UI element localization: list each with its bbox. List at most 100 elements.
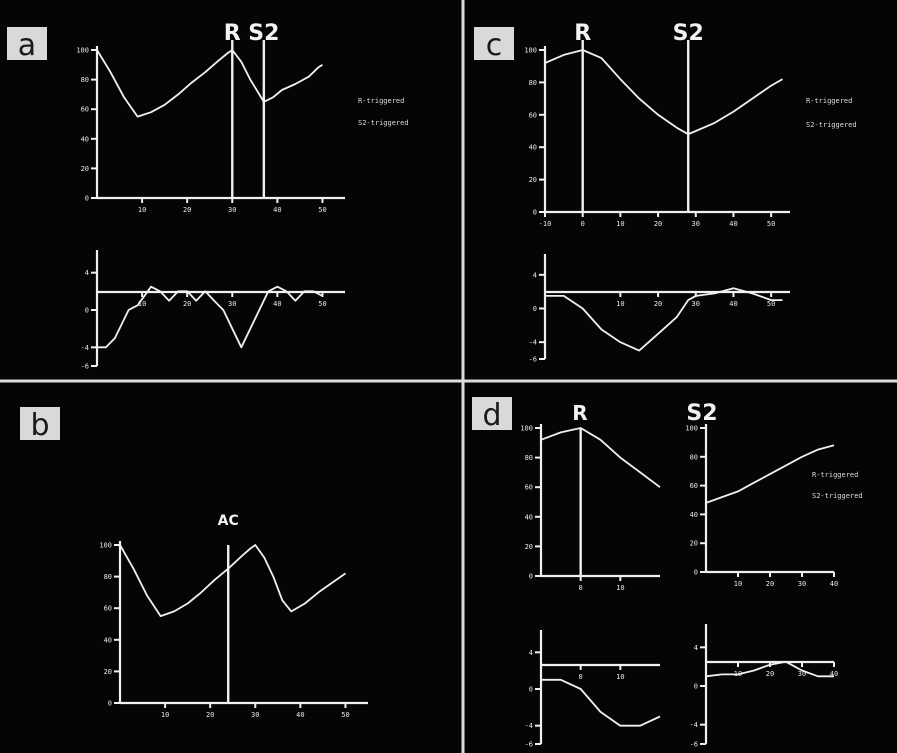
x-tick-label: 10: [138, 300, 146, 308]
y-tick-label: 0: [694, 569, 698, 577]
y-tick-label: 0: [533, 305, 537, 313]
x-tick-label: 10: [616, 673, 624, 681]
x-tick-label: 40: [830, 670, 838, 678]
y-tick-label: 100: [520, 425, 533, 433]
marker-label-s2: S2: [686, 401, 717, 426]
y-tick-label: 40: [529, 144, 537, 152]
x-tick-label: 40: [296, 711, 304, 719]
y-tick-label: 60: [690, 482, 698, 490]
x-tick-label: 30: [228, 300, 236, 308]
y-tick-label: -6: [81, 363, 89, 371]
x-tick-label: 20: [183, 300, 191, 308]
panel-label-c: c: [474, 27, 514, 63]
y-tick-label: -4: [690, 721, 698, 729]
marker-label-s2: S2: [673, 21, 704, 46]
chart-a-bottom: -6 -4 0 4 10 20 30 40 50: [81, 250, 345, 371]
y-tick-label: 20: [529, 176, 537, 184]
marker-label-r: R: [574, 21, 591, 46]
panel-label-b: b: [20, 407, 60, 443]
y-tick-label: 80: [690, 453, 698, 461]
x-tick-label: -10: [539, 220, 552, 228]
y-tick-label: 20: [81, 165, 89, 173]
y-tick-label: -6: [690, 741, 698, 749]
y-tick-label: 80: [525, 454, 533, 462]
y-tick-label: 60: [104, 605, 112, 613]
legend-s2-triggered: S2-triggered: [806, 121, 857, 129]
y-tick-label: 40: [81, 135, 89, 143]
y-tick-label: 100: [99, 542, 112, 550]
x-tick-label: 40: [729, 220, 737, 228]
y-tick-label: 100: [685, 425, 698, 433]
y-tick-label: -4: [525, 722, 533, 730]
x-tick-label: 10: [616, 584, 624, 592]
x-tick-label: 10: [734, 580, 742, 588]
x-tick-label: 10: [161, 711, 169, 719]
y-tick-label: 60: [529, 111, 537, 119]
chart-d-bottom-left: -6 -4 0 4 0 10: [525, 630, 661, 749]
x-tick-label: 50: [767, 300, 775, 308]
series-line: [119, 544, 347, 617]
x-tick-label: 20: [654, 220, 662, 228]
x-tick-label: 50: [318, 300, 326, 308]
chart-d-top-left: 0 20 40 60 80 100 0 10: [520, 424, 661, 592]
y-tick-label: 4: [533, 271, 537, 279]
svg-text:d: d: [482, 398, 501, 433]
y-tick-label: 80: [529, 79, 537, 87]
y-tick-label: 60: [525, 484, 533, 492]
y-tick-label: 4: [85, 269, 89, 277]
y-tick-label: 0: [533, 209, 537, 217]
y-tick-label: -4: [81, 344, 89, 352]
y-tick-label: 60: [81, 106, 89, 114]
series-line: [540, 427, 661, 488]
y-tick-label: 0: [694, 683, 698, 691]
y-tick-label: 100: [524, 47, 537, 55]
y-tick-label: 80: [104, 573, 112, 581]
y-tick-label: 0: [85, 307, 89, 315]
legend-panel-d: R-triggered S2-triggered: [812, 471, 863, 500]
x-tick-label: 40: [830, 580, 838, 588]
legend-r-triggered: R-triggered: [812, 471, 858, 479]
series-line: [705, 660, 834, 678]
y-tick-label: 20: [690, 540, 698, 548]
legend-panel-a: R-triggered S2-triggered: [358, 97, 409, 127]
panel-label-d: d: [472, 397, 512, 433]
y-tick-label: 80: [81, 76, 89, 84]
marker-label-ac: AC: [218, 513, 239, 529]
marker-label-s2: S2: [248, 21, 279, 46]
x-tick-label: 0: [579, 584, 583, 592]
y-tick-label: 40: [690, 511, 698, 519]
x-tick-label: 20: [206, 711, 214, 719]
x-tick-label: 10: [616, 220, 624, 228]
y-tick-label: 40: [104, 636, 112, 644]
marker-label-r: R: [224, 21, 241, 46]
y-tick-label: 0: [529, 686, 533, 694]
y-tick-label: 20: [525, 543, 533, 551]
y-tick-label: 40: [525, 513, 533, 521]
x-tick-label: 10: [138, 206, 146, 214]
series-line: [96, 49, 323, 118]
legend-panel-c: R-triggered S2-triggered: [806, 97, 857, 129]
y-tick-label: 0: [108, 700, 112, 708]
legend-s2-triggered: S2-triggered: [358, 119, 409, 127]
y-tick-label: 0: [529, 573, 533, 581]
y-tick-label: -6: [525, 741, 533, 749]
chart-a-top: 0 20 40 60 80 100 10 20 30 40 50 R S2: [76, 21, 345, 214]
chart-d-top-right: 0 20 40 60 80 100 10 20 30 40: [685, 424, 838, 588]
svg-text:b: b: [30, 408, 49, 443]
x-tick-label: 50: [767, 220, 775, 228]
x-tick-label: 30: [798, 670, 806, 678]
x-tick-label: 10: [616, 300, 624, 308]
x-tick-label: 30: [798, 580, 806, 588]
x-tick-label: 30: [692, 220, 700, 228]
y-tick-label: 100: [76, 47, 89, 55]
y-tick-label: 0: [85, 195, 89, 203]
y-tick-label: -4: [529, 339, 537, 347]
x-tick-label: 20: [654, 300, 662, 308]
x-tick-label: 40: [729, 300, 737, 308]
svg-text:a: a: [18, 28, 36, 63]
legend-r-triggered: R-triggered: [806, 97, 852, 105]
